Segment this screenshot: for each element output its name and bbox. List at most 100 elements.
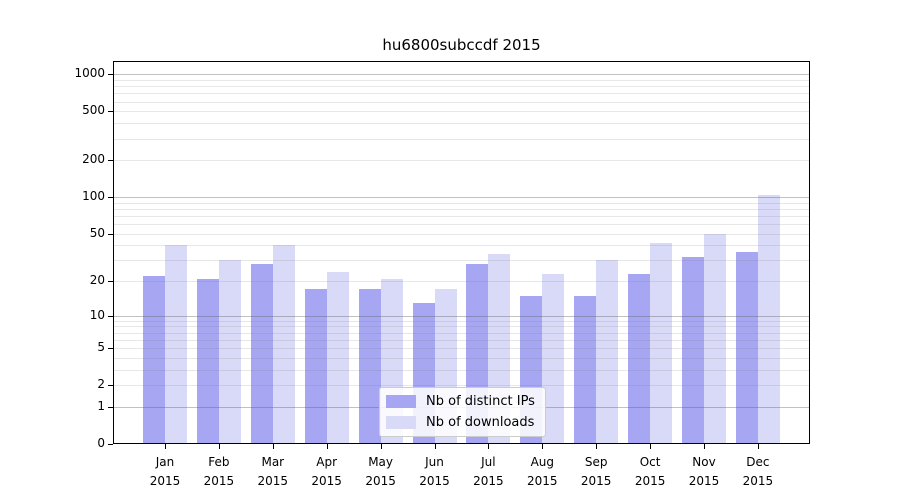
y-tick-label: 100 [82,189,105,204]
bar-downloads-apr [326,271,349,444]
bar-ips-jan [143,276,165,444]
y-tick-label: 1000 [74,66,105,81]
gridline-minor [113,320,810,322]
bar-downloads-dec [757,194,780,444]
gridline-minor [113,281,810,283]
gridline-minor [113,80,810,81]
x-tick-label: Nov 2015 [688,455,720,488]
y-tick-mark [108,74,113,76]
gridline-minor [113,93,810,95]
y-tick-mark [108,348,113,350]
x-tick-label: Oct 2015 [634,455,666,488]
gridline-minor [113,326,810,328]
legend: Nb of distinct IPs Nb of downloads [379,387,546,437]
y-tick-label: 20 [89,273,105,288]
bar-ips-oct [628,274,651,444]
chart-title: hu6800subccdf 2015 [382,36,541,54]
gridline-minor [113,369,810,371]
x-tick-label: Aug 2015 [527,455,558,488]
gridline-minor [113,233,810,235]
gridline-minor [113,138,810,140]
y-tick-mark [108,444,113,445]
y-tick-label: 10 [89,307,105,322]
gridline-minor [113,111,810,113]
bar-downloads-nov [704,233,726,444]
bar-ips-sep [574,295,597,444]
bar-downloads-oct [650,242,673,444]
bar-downloads-mar [272,245,295,444]
legend-swatch-downloads [386,416,416,429]
x-tick-label: Feb 2015 [203,455,235,488]
bar-ips-mar [250,263,273,444]
y-tick-label: 1 [97,398,105,413]
gridline-minor [113,101,810,103]
gridline-minor [113,215,810,217]
gridline-minor [113,260,810,262]
legend-item-distinct-ips: Nb of distinct IPs [386,393,539,410]
x-tick-label: Jul 2015 [473,455,504,488]
gridline-major [113,197,810,199]
y-tick-label: 5 [97,340,105,355]
x-tick-mark [488,444,490,449]
bar-downloads-aug [542,274,565,444]
x-tick-mark [596,444,598,449]
gridline-minor [113,348,810,350]
y-tick-mark [108,281,113,283]
gridline-minor [113,86,810,88]
gridline-major [113,315,810,317]
x-tick-mark [165,444,166,449]
bar-downloads-jan [165,245,187,444]
bar-ips-dec [735,252,758,444]
legend-label-downloads: Nb of downloads [426,415,535,430]
y-tick-mark [108,111,113,113]
y-tick-label: 2 [97,377,105,392]
y-tick-mark [108,406,113,408]
x-tick-mark [434,444,436,449]
x-tick-label: Apr 2015 [311,455,342,488]
x-tick-label: Sep 2015 [580,455,612,488]
y-tick-label: 500 [82,103,105,118]
bar-downloads-sep [596,260,619,444]
gridline-minor [113,339,810,341]
gridlines-layer [113,61,810,444]
x-tick-label: Dec 2015 [742,455,774,488]
x-tick-mark [272,444,274,449]
gridline-minor [113,202,810,204]
bar-ips-nov [682,256,704,444]
y-tick-label: 200 [82,152,105,167]
x-tick-mark [542,444,544,449]
gridline-minor [113,123,810,125]
gridline-minor [113,332,810,334]
gridline-minor [113,160,810,162]
x-tick-mark [380,444,382,449]
x-tick-mark [326,444,328,449]
gridline-major [113,74,810,76]
x-tick-mark [650,444,652,449]
y-tick-mark [108,160,113,162]
y-tick-mark [108,197,113,199]
x-tick-mark [704,444,705,449]
x-tick-label: May 2015 [365,455,396,488]
y-tick-mark [108,385,113,387]
plot-area: 0 1 2 5 10 20 50 100 200 500 1000 Jan 2015 Feb 2015… [74,61,810,488]
legend-item-downloads: Nb of downloads [386,414,539,431]
y-tick-mark [108,233,113,235]
x-tick-label: Jan 2015 [149,455,181,488]
gridline-minor [113,245,810,247]
x-tick-mark [757,444,759,449]
y-tick-label: 0 [97,436,105,450]
y-tick-mark [108,315,113,317]
x-tick-mark [218,444,220,449]
x-tick-label: Jun 2015 [419,455,450,488]
bar-ips-may [358,289,381,444]
gridline-minor [113,208,810,210]
gridline-minor [113,357,810,359]
gridline-minor [113,224,810,226]
gridline-minor [113,385,810,387]
x-tick-label: Mar 2015 [257,455,289,488]
bar-ips-feb [196,278,219,444]
y-tick-label: 50 [89,225,105,240]
bar-downloads-feb [218,260,241,444]
bar-ips-apr [304,289,327,444]
